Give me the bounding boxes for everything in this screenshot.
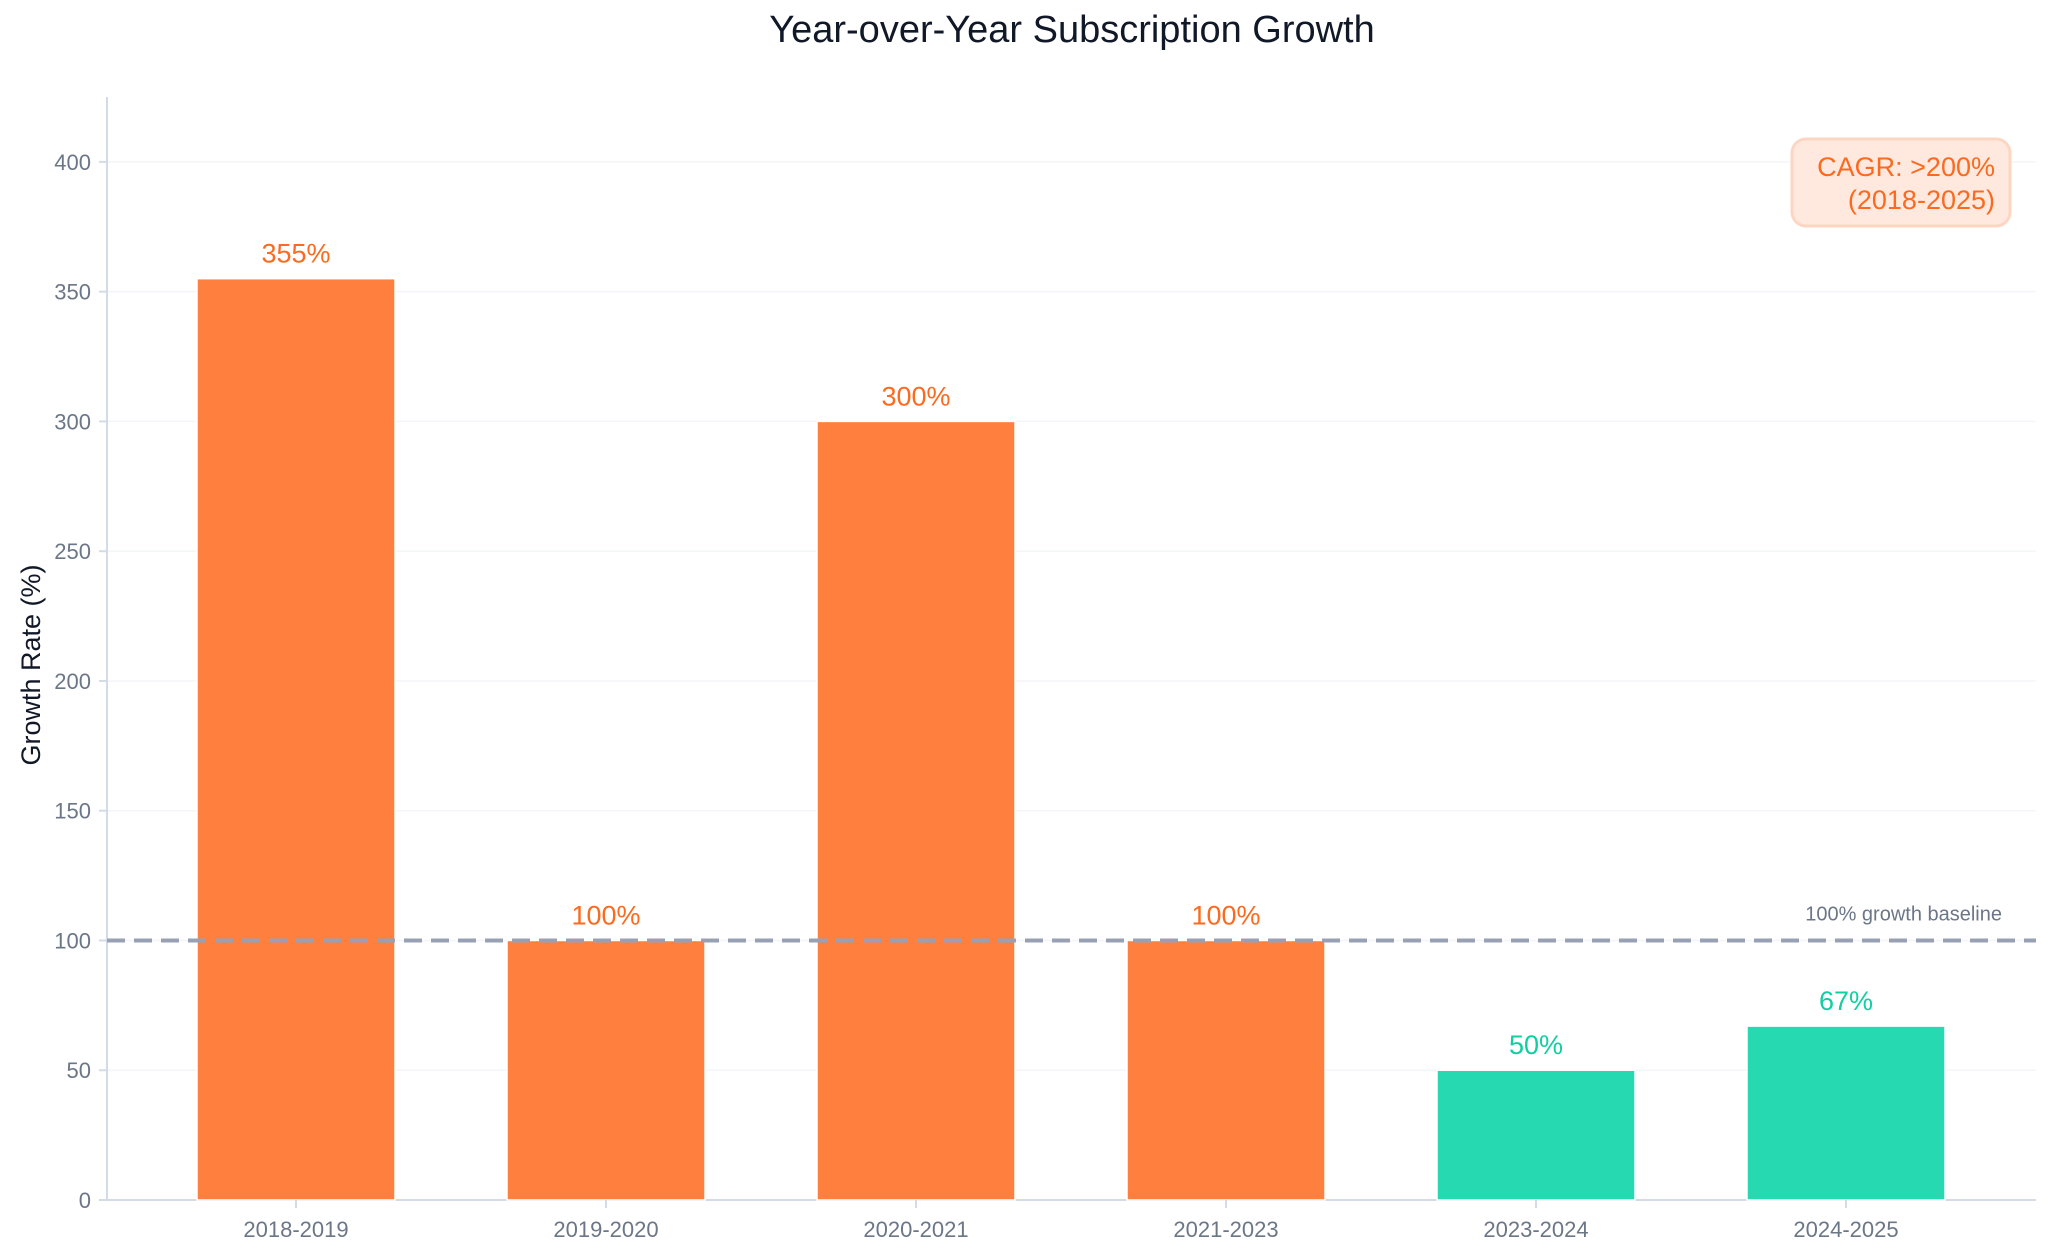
y-tick-label: 250	[54, 539, 91, 564]
bar	[506, 939, 706, 1201]
cagr-annotation-box	[1790, 137, 2012, 228]
y-tick-label: 100	[54, 928, 91, 953]
cagr-annotation-line: (2018-2025)	[1848, 185, 1995, 215]
cagr-annotation-line: CAGR: >200%	[1817, 152, 1995, 182]
bars	[196, 277, 1946, 1201]
x-tick-label: 2019-2020	[553, 1217, 658, 1242]
data-labels: 355% 100% 300% 100% 50% 67%	[261, 239, 1873, 1061]
x-tick-label: 2018-2019	[243, 1217, 348, 1242]
y-axis-label: Growth Rate (%)	[16, 564, 46, 765]
x-tick-label: 2020-2021	[863, 1217, 968, 1242]
y-tick-label: 0	[79, 1188, 91, 1213]
bar-value-label: 100%	[1191, 900, 1260, 930]
x-tick-label: 2023-2024	[1483, 1217, 1588, 1242]
cagr-annotation: CAGR: >200% (2018-2025)	[1790, 137, 2012, 228]
bar	[1746, 1025, 1946, 1201]
grid-lines	[107, 161, 2036, 1071]
bar-value-label: 300%	[881, 381, 950, 411]
y-axis-ticks: 0 50 100 150 200 250 300 350 400	[54, 150, 107, 1213]
bar-value-label: 50%	[1509, 1030, 1563, 1060]
baseline-reference-label: 100% growth baseline	[1805, 903, 2002, 925]
bar	[196, 277, 396, 1201]
y-tick-label: 350	[54, 280, 91, 305]
y-tick-label: 150	[54, 799, 91, 824]
chart-title: Year-over-Year Subscription Growth	[769, 9, 1375, 51]
y-tick-label: 300	[54, 409, 91, 434]
axes	[106, 97, 2036, 1201]
bar-value-label: 355%	[261, 239, 330, 269]
bar-value-label: 67%	[1819, 986, 1873, 1016]
bar	[1126, 939, 1326, 1201]
y-tick-label: 50	[67, 1058, 91, 1083]
bar	[1436, 1069, 1636, 1201]
y-tick-label: 200	[54, 669, 91, 694]
x-axis-ticks: 2018-2019 2019-2020 2020-2021 2021-2023 2023…	[243, 1200, 1899, 1242]
x-tick-label: 2024-2025	[1793, 1217, 1898, 1242]
y-tick-label: 400	[54, 150, 91, 175]
x-tick-label: 2021-2023	[1173, 1217, 1278, 1242]
bar	[816, 420, 1016, 1201]
bar-value-label: 100%	[571, 900, 640, 930]
reference-line-group: 100% growth baseline	[107, 903, 2036, 943]
